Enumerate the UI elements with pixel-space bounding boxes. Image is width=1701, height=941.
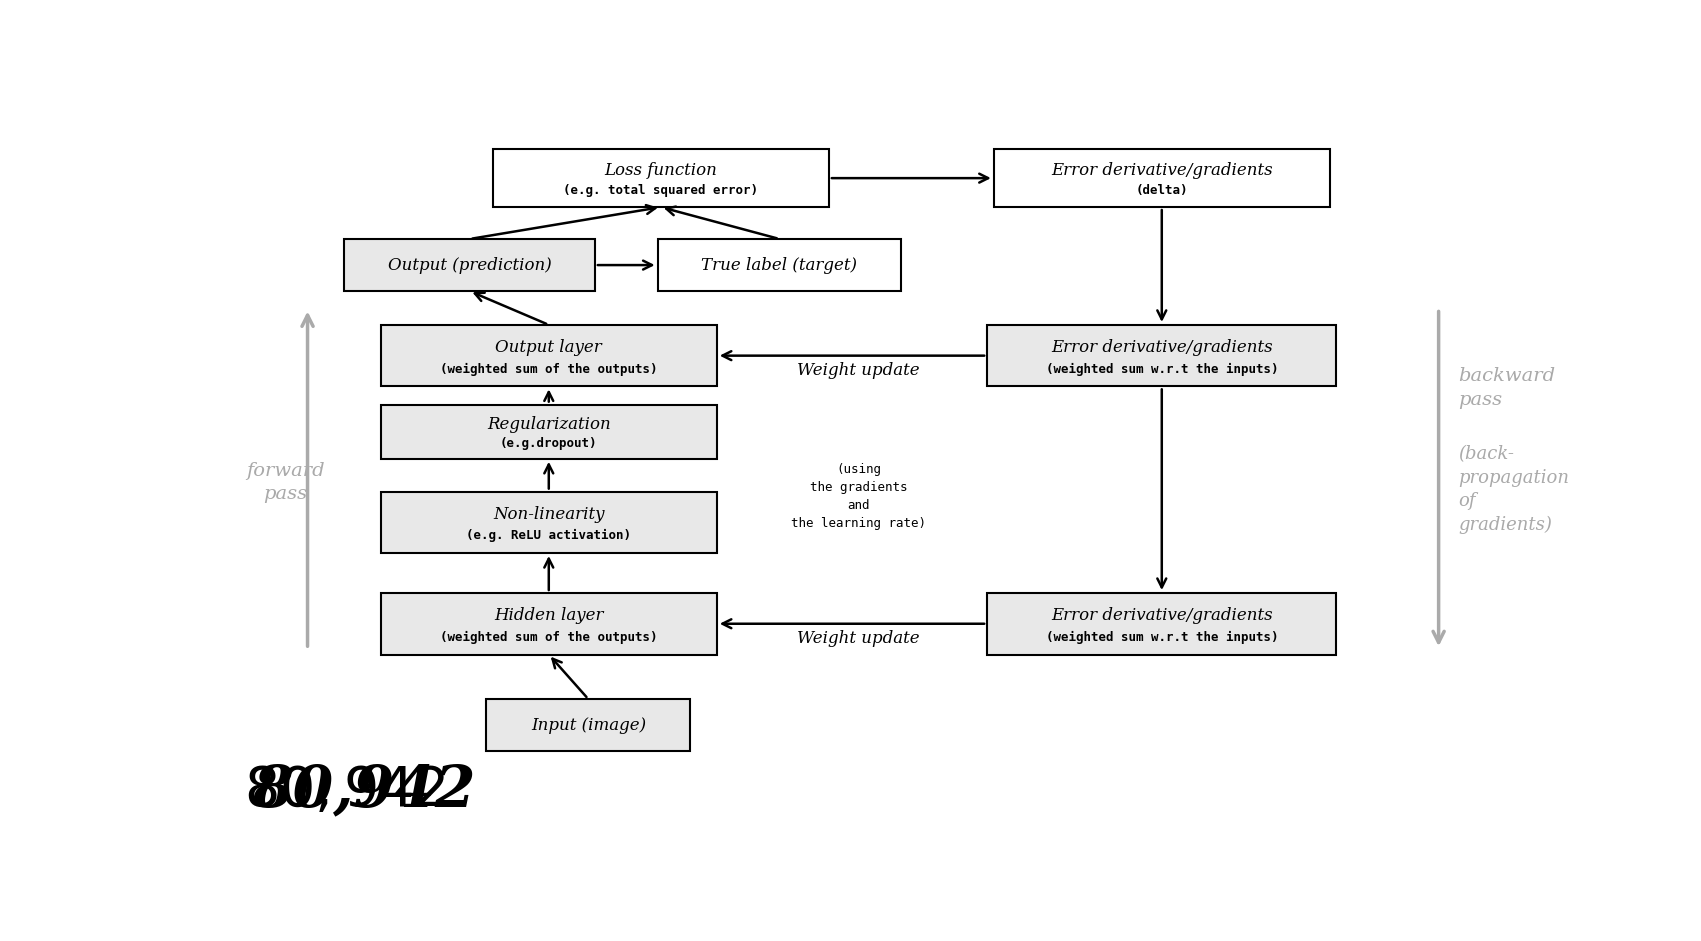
Text: Output layer: Output layer xyxy=(495,339,602,356)
Text: (delta): (delta) xyxy=(1136,184,1187,198)
Text: True label (target): True label (target) xyxy=(701,257,857,274)
FancyBboxPatch shape xyxy=(344,239,595,291)
Text: (weighted sum w.r.t the inputs): (weighted sum w.r.t the inputs) xyxy=(1046,630,1277,644)
Text: Output (prediction): Output (prediction) xyxy=(388,257,551,274)
Text: (weighted sum of the outputs): (weighted sum of the outputs) xyxy=(441,362,658,375)
Text: Regularization: Regularization xyxy=(486,416,611,433)
Text: backward
pass: backward pass xyxy=(1458,367,1555,409)
Text: Hidden layer: Hidden layer xyxy=(493,607,604,624)
FancyBboxPatch shape xyxy=(987,325,1337,387)
FancyBboxPatch shape xyxy=(381,491,716,553)
Text: (using
the gradients
and
the learning rate): (using the gradients and the learning ra… xyxy=(791,463,925,531)
FancyBboxPatch shape xyxy=(381,405,716,459)
Text: Error derivative/gradients: Error derivative/gradients xyxy=(1051,162,1272,179)
FancyBboxPatch shape xyxy=(993,150,1330,207)
Text: (e.g.dropout): (e.g.dropout) xyxy=(500,438,597,450)
FancyBboxPatch shape xyxy=(658,239,902,291)
Text: Weight update: Weight update xyxy=(798,630,920,646)
Text: (weighted sum w.r.t the inputs): (weighted sum w.r.t the inputs) xyxy=(1046,362,1277,375)
Text: (weighted sum of the outputs): (weighted sum of the outputs) xyxy=(441,630,658,644)
Text: Error derivative/gradients: Error derivative/gradients xyxy=(1051,607,1272,624)
Text: 80,942: 80,942 xyxy=(252,762,476,819)
Text: forward
pass: forward pass xyxy=(247,462,325,503)
FancyBboxPatch shape xyxy=(493,150,828,207)
Text: Weight update: Weight update xyxy=(798,361,920,378)
Text: (e.g. ReLU activation): (e.g. ReLU activation) xyxy=(466,529,631,542)
Text: $\it{80,942}$: $\it{80,942}$ xyxy=(243,763,446,818)
Text: Loss function: Loss function xyxy=(604,162,718,179)
Text: Non-linearity: Non-linearity xyxy=(493,506,604,523)
FancyBboxPatch shape xyxy=(987,593,1337,655)
FancyBboxPatch shape xyxy=(486,699,691,751)
FancyBboxPatch shape xyxy=(381,325,716,387)
Text: Error derivative/gradients: Error derivative/gradients xyxy=(1051,339,1272,356)
Text: (back-
propagation
of
gradients): (back- propagation of gradients) xyxy=(1458,445,1570,534)
FancyBboxPatch shape xyxy=(381,593,716,655)
Text: (e.g. total squared error): (e.g. total squared error) xyxy=(563,184,759,198)
Text: Input (image): Input (image) xyxy=(531,717,646,734)
